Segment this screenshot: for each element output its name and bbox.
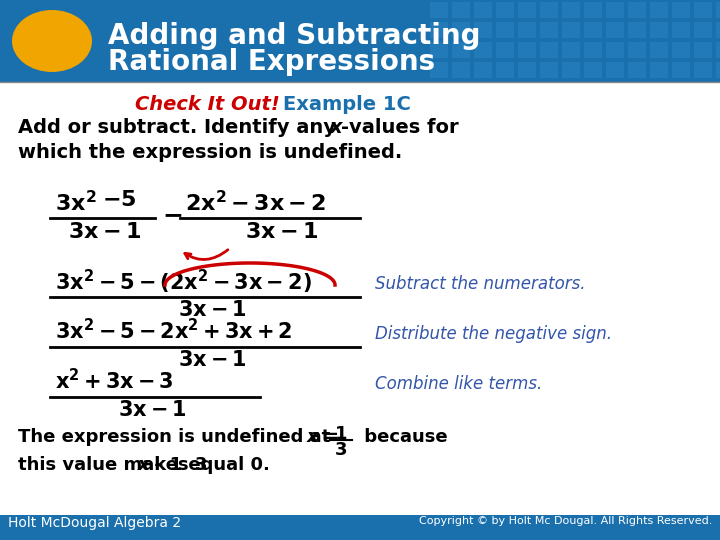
Text: 1: 1 — [335, 425, 347, 443]
FancyBboxPatch shape — [672, 2, 690, 18]
FancyBboxPatch shape — [562, 2, 580, 18]
FancyBboxPatch shape — [496, 62, 514, 78]
FancyBboxPatch shape — [628, 2, 646, 18]
Text: Combine like terms.: Combine like terms. — [375, 375, 542, 393]
FancyBboxPatch shape — [650, 62, 668, 78]
FancyBboxPatch shape — [650, 42, 668, 58]
FancyBboxPatch shape — [716, 22, 720, 38]
FancyBboxPatch shape — [540, 2, 558, 18]
Text: $\mathbf{3x - 1}$: $\mathbf{3x - 1}$ — [245, 222, 318, 242]
FancyBboxPatch shape — [584, 62, 602, 78]
Text: Distribute the negative sign.: Distribute the negative sign. — [375, 325, 612, 343]
Text: $\mathbf{3x - 1}$: $\mathbf{3x - 1}$ — [178, 350, 247, 370]
FancyBboxPatch shape — [430, 2, 448, 18]
FancyBboxPatch shape — [606, 2, 624, 18]
FancyBboxPatch shape — [496, 22, 514, 38]
FancyBboxPatch shape — [0, 515, 720, 540]
FancyBboxPatch shape — [606, 62, 624, 78]
FancyBboxPatch shape — [474, 22, 492, 38]
FancyBboxPatch shape — [496, 42, 514, 58]
FancyBboxPatch shape — [474, 62, 492, 78]
Text: $\mathbf{-}$: $\mathbf{-}$ — [162, 202, 182, 226]
FancyBboxPatch shape — [474, 2, 492, 18]
FancyBboxPatch shape — [628, 22, 646, 38]
Text: Add or subtract. Identify any: Add or subtract. Identify any — [18, 118, 343, 137]
FancyBboxPatch shape — [650, 2, 668, 18]
FancyBboxPatch shape — [540, 62, 558, 78]
FancyBboxPatch shape — [672, 22, 690, 38]
FancyBboxPatch shape — [518, 62, 536, 78]
Text: Check It Out!: Check It Out! — [135, 95, 280, 114]
Text: Copyright © by Holt Mc Dougal. All Rights Reserved.: Copyright © by Holt Mc Dougal. All Right… — [418, 516, 712, 526]
Text: – 1 equal 0.: – 1 equal 0. — [148, 456, 270, 474]
FancyBboxPatch shape — [716, 62, 720, 78]
FancyBboxPatch shape — [496, 2, 514, 18]
FancyBboxPatch shape — [452, 62, 470, 78]
FancyBboxPatch shape — [562, 42, 580, 58]
FancyBboxPatch shape — [452, 2, 470, 18]
FancyBboxPatch shape — [518, 2, 536, 18]
Text: Example 1C: Example 1C — [283, 95, 411, 114]
FancyBboxPatch shape — [562, 22, 580, 38]
Text: $\mathbf{- 5}$: $\mathbf{- 5}$ — [102, 190, 137, 210]
Text: $\mathbf{3x^2}$: $\mathbf{3x^2}$ — [55, 190, 96, 215]
FancyBboxPatch shape — [694, 22, 712, 38]
FancyBboxPatch shape — [518, 22, 536, 38]
Text: $\mathbf{3x^2 - 5 - 2x^2 + 3x + 2}$: $\mathbf{3x^2 - 5 - 2x^2 + 3x + 2}$ — [55, 318, 292, 343]
Text: $\mathbf{3x - 1}$: $\mathbf{3x - 1}$ — [68, 222, 141, 242]
FancyBboxPatch shape — [628, 62, 646, 78]
FancyBboxPatch shape — [540, 22, 558, 38]
FancyBboxPatch shape — [672, 62, 690, 78]
Text: $\mathbf{3x - 1}$: $\mathbf{3x - 1}$ — [178, 300, 247, 320]
FancyBboxPatch shape — [716, 2, 720, 18]
FancyBboxPatch shape — [562, 62, 580, 78]
FancyBboxPatch shape — [606, 42, 624, 58]
Text: Adding and Subtracting: Adding and Subtracting — [108, 22, 480, 50]
FancyBboxPatch shape — [650, 22, 668, 38]
Text: 3: 3 — [335, 441, 347, 459]
FancyBboxPatch shape — [518, 42, 536, 58]
FancyBboxPatch shape — [584, 22, 602, 38]
FancyBboxPatch shape — [540, 42, 558, 58]
FancyBboxPatch shape — [628, 42, 646, 58]
Text: $\mathbf{2x^2 - 3x - 2}$: $\mathbf{2x^2 - 3x - 2}$ — [185, 190, 326, 215]
FancyBboxPatch shape — [452, 42, 470, 58]
Text: $\mathbf{3x - 1}$: $\mathbf{3x - 1}$ — [118, 400, 186, 420]
Text: $\mathbf{x^2 + 3x - 3}$: $\mathbf{x^2 + 3x - 3}$ — [55, 368, 174, 393]
FancyBboxPatch shape — [452, 22, 470, 38]
Text: x =: x = — [307, 428, 346, 446]
FancyBboxPatch shape — [694, 42, 712, 58]
Text: x: x — [330, 118, 343, 137]
FancyBboxPatch shape — [584, 2, 602, 18]
Text: Rational Expressions: Rational Expressions — [108, 48, 435, 76]
Text: -values for: -values for — [341, 118, 459, 137]
Text: x: x — [138, 456, 150, 474]
Ellipse shape — [12, 10, 92, 72]
FancyBboxPatch shape — [430, 22, 448, 38]
Text: Subtract the numerators.: Subtract the numerators. — [375, 275, 585, 293]
Text: which the expression is undefined.: which the expression is undefined. — [18, 143, 402, 162]
Text: $\mathbf{3x^2 - 5 - (2x^2 - 3x - 2)}$: $\mathbf{3x^2 - 5 - (2x^2 - 3x - 2)}$ — [55, 268, 312, 296]
FancyBboxPatch shape — [430, 62, 448, 78]
FancyBboxPatch shape — [0, 0, 720, 82]
FancyBboxPatch shape — [716, 42, 720, 58]
Text: because: because — [358, 428, 448, 446]
FancyBboxPatch shape — [672, 42, 690, 58]
Text: The expression is undefined at: The expression is undefined at — [18, 428, 336, 446]
FancyBboxPatch shape — [694, 62, 712, 78]
FancyBboxPatch shape — [430, 42, 448, 58]
Text: Holt McDougal Algebra 2: Holt McDougal Algebra 2 — [8, 516, 181, 530]
FancyBboxPatch shape — [584, 42, 602, 58]
FancyBboxPatch shape — [606, 22, 624, 38]
FancyBboxPatch shape — [694, 2, 712, 18]
Text: this value makes 3: this value makes 3 — [18, 456, 207, 474]
FancyBboxPatch shape — [474, 42, 492, 58]
